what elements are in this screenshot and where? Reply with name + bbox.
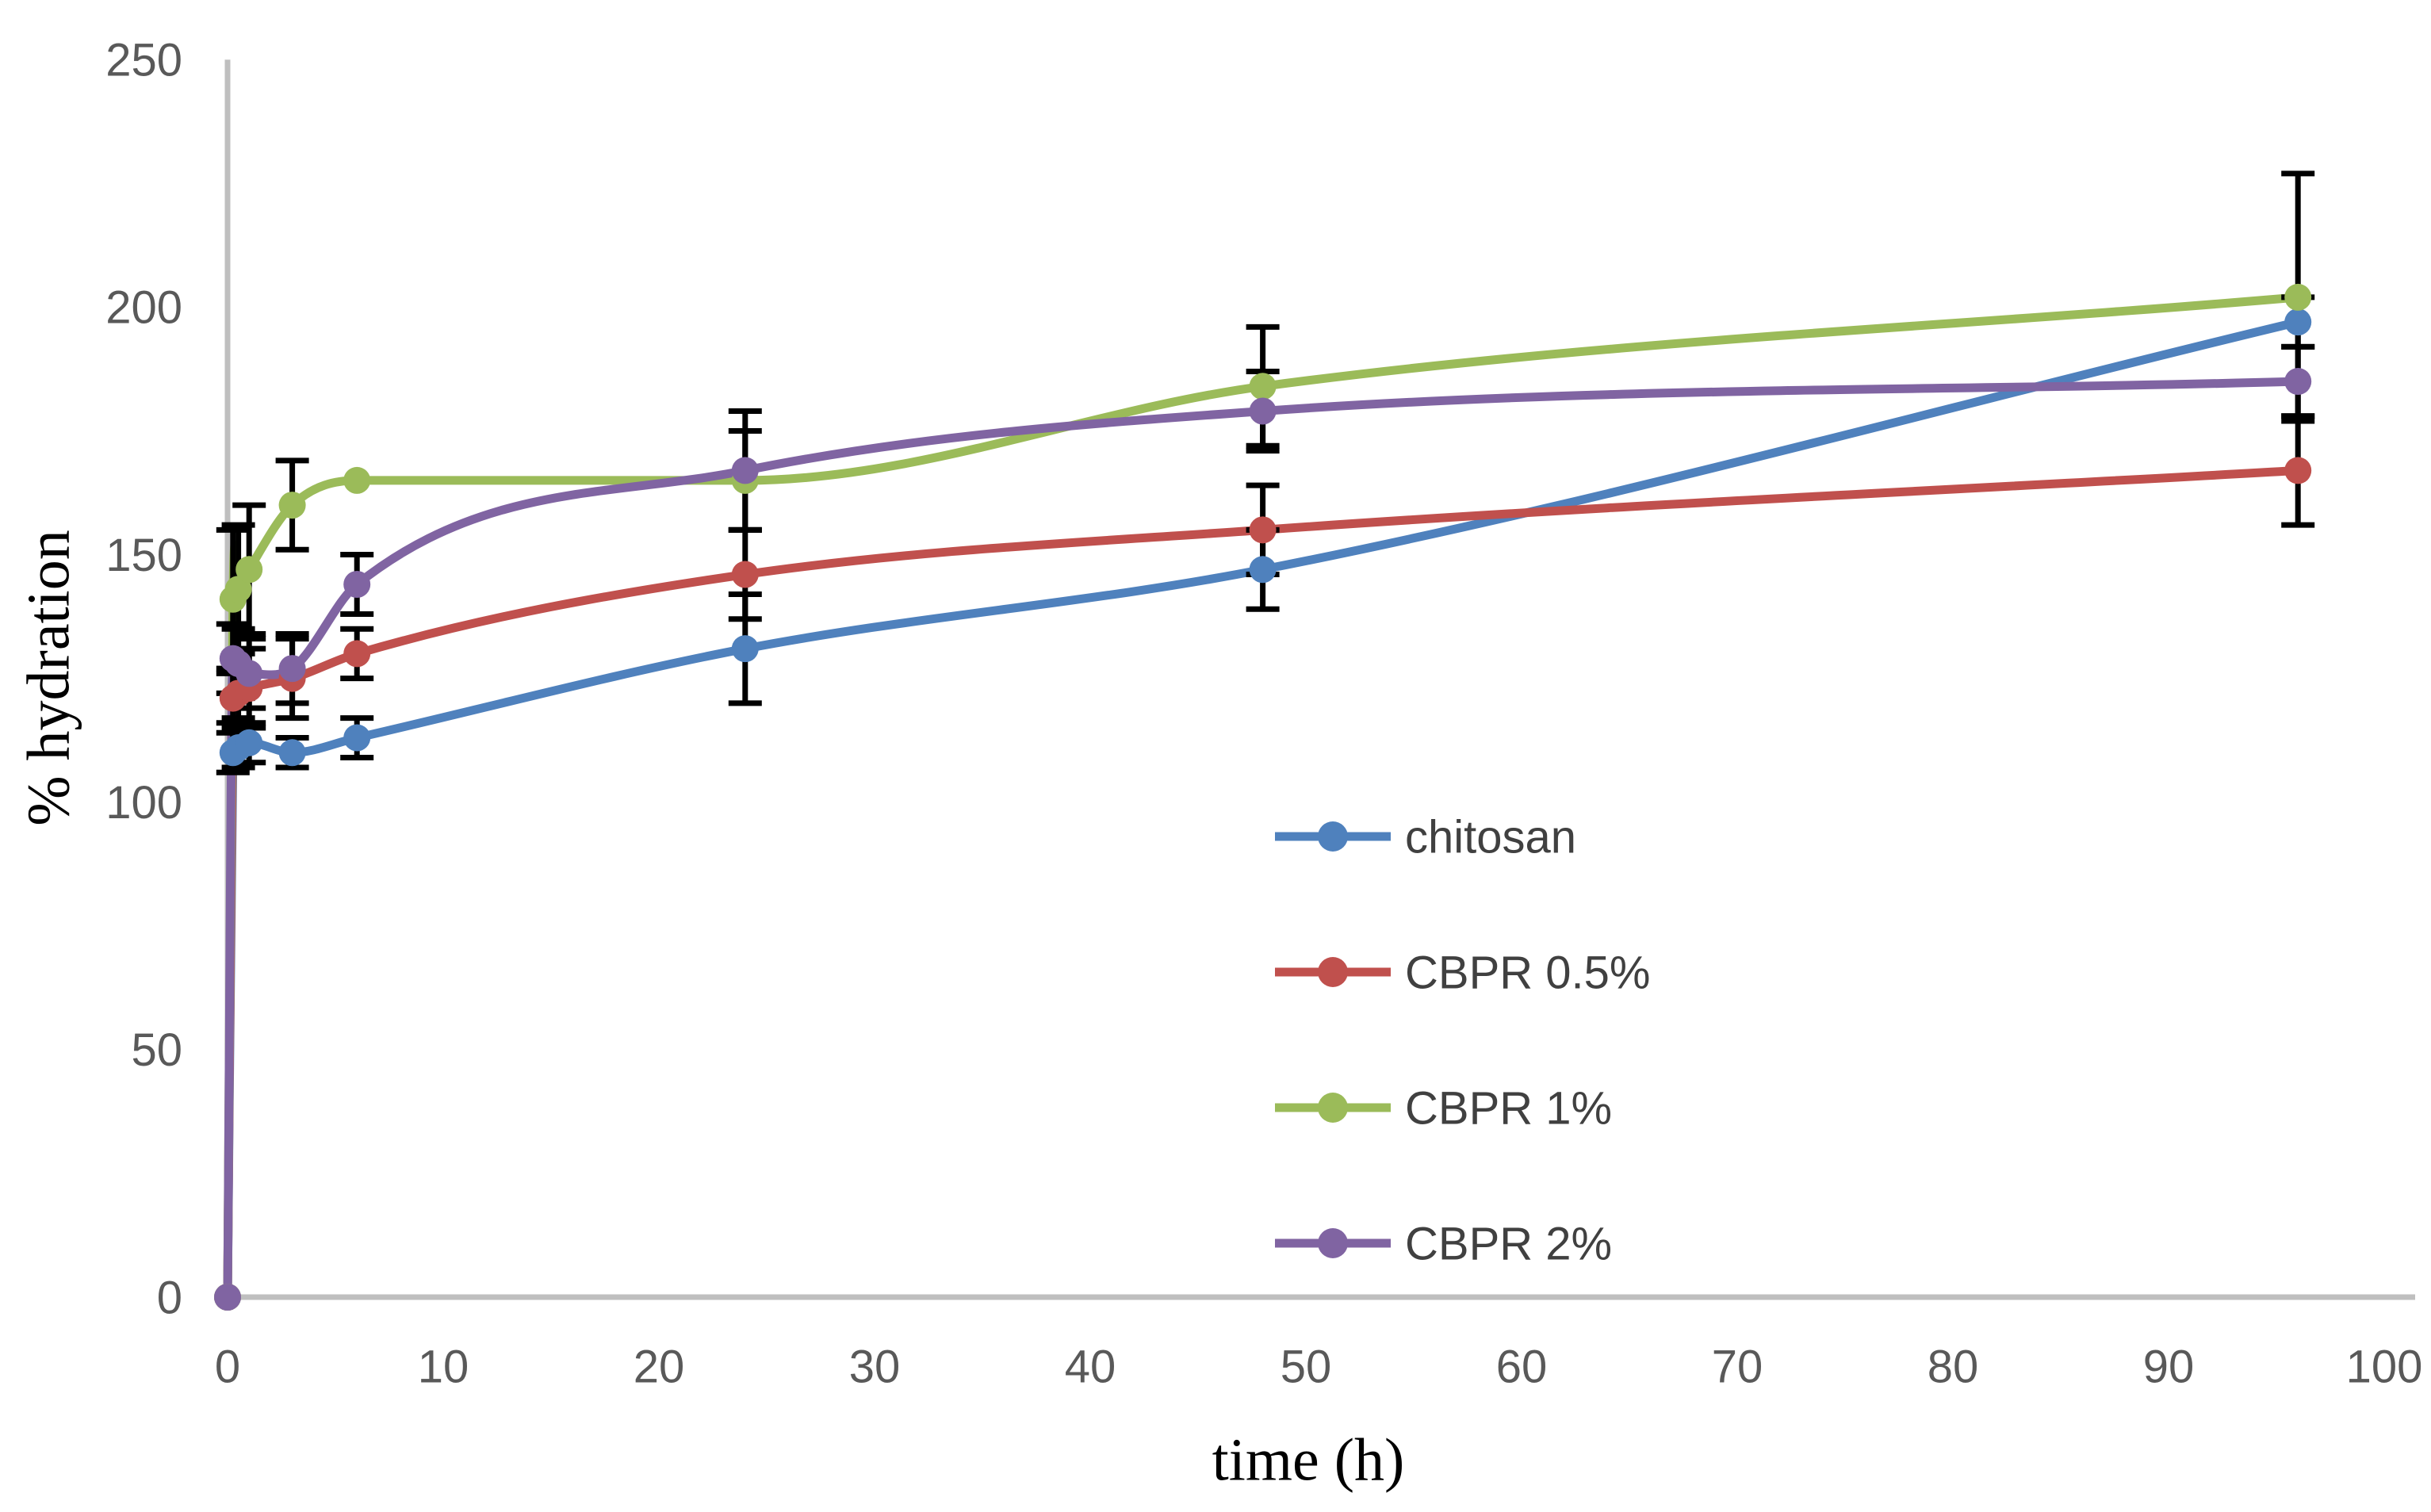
legend-marker-dot <box>1318 1228 1348 1258</box>
legend-item-chitosan: chitosan <box>1275 811 1576 863</box>
x-tick-label: 40 <box>1065 1341 1116 1392</box>
x-tick-label: 60 <box>1496 1341 1548 1392</box>
data-point-chitosan <box>2284 308 2312 336</box>
data-point-cbpr-0-5- <box>1249 516 1277 544</box>
data-point-chitosan <box>731 635 759 663</box>
data-point-chitosan <box>278 739 306 767</box>
data-point-cbpr-1- <box>1249 373 1277 400</box>
legend-item-cbpr-0-5-: CBPR 0.5% <box>1275 947 1650 998</box>
data-point-cbpr-2- <box>235 660 263 687</box>
x-tick-label: 0 <box>215 1341 240 1392</box>
data-point-cbpr-2- <box>278 655 306 683</box>
x-axis-title: time (h) <box>1212 1427 1405 1494</box>
data-point-cbpr-2- <box>214 1284 241 1311</box>
x-tick-label: 90 <box>2143 1341 2195 1392</box>
data-point-cbpr-2- <box>2284 368 2312 396</box>
data-point-chitosan <box>1249 556 1277 584</box>
data-point-cbpr-2- <box>343 571 371 599</box>
x-tick-label: 50 <box>1281 1341 1332 1392</box>
data-point-cbpr-0-5- <box>343 640 371 668</box>
y-axis-title: % hydration <box>16 530 82 826</box>
data-point-cbpr-1- <box>224 576 252 603</box>
legend-marker-dot <box>1318 821 1348 852</box>
data-point-cbpr-2- <box>731 457 759 484</box>
x-tick-label: 20 <box>634 1341 685 1392</box>
legend-item-cbpr-2-: CBPR 2% <box>1275 1218 1612 1269</box>
legend-marker-dot <box>1318 1093 1348 1123</box>
y-tick-label: 200 <box>105 282 182 334</box>
y-tick-label: 150 <box>105 530 182 581</box>
legend-item-cbpr-1-: CBPR 1% <box>1275 1082 1612 1134</box>
x-tick-label: 30 <box>849 1341 901 1392</box>
legend-label: chitosan <box>1405 811 1576 863</box>
data-point-cbpr-0-5- <box>2284 457 2312 484</box>
data-point-cbpr-1- <box>2284 283 2312 311</box>
data-point-chitosan <box>235 729 263 756</box>
x-tick-label: 100 <box>2346 1341 2423 1392</box>
x-tick-label: 70 <box>1712 1341 1763 1392</box>
legend-label: CBPR 2% <box>1405 1218 1612 1269</box>
legend-label: CBPR 1% <box>1405 1082 1612 1134</box>
legend-marker-dot <box>1318 957 1348 987</box>
y-tick-label: 100 <box>105 777 182 829</box>
y-tick-label: 250 <box>105 35 182 86</box>
data-point-chitosan <box>343 724 371 752</box>
data-point-cbpr-2- <box>1249 397 1277 425</box>
series-line-chitosan <box>223 317 2303 1302</box>
data-point-cbpr-1- <box>235 556 263 584</box>
x-tick-label: 10 <box>418 1341 469 1392</box>
data-point-cbpr-1- <box>278 492 306 519</box>
y-tick-label: 0 <box>157 1272 182 1323</box>
data-point-cbpr-1- <box>343 466 371 494</box>
data-point-cbpr-0-5- <box>731 561 759 588</box>
legend-label: CBPR 0.5% <box>1405 947 1650 998</box>
x-tick-label: 80 <box>1928 1341 1979 1392</box>
y-tick-label: 50 <box>131 1024 182 1076</box>
